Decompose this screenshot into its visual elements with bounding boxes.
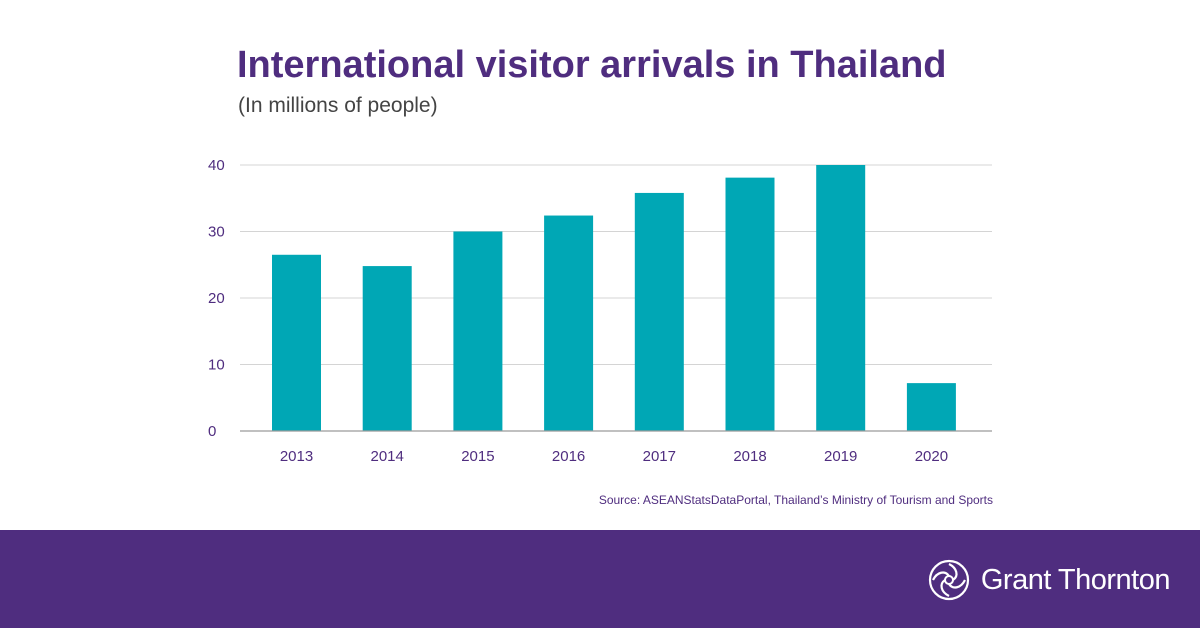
y-tick-label: 0 xyxy=(208,423,216,440)
x-tick-label: 2016 xyxy=(552,448,585,465)
y-tick-label: 40 xyxy=(208,157,225,174)
source-note: Source: ASEANStatsDataPortal, Thailand’s… xyxy=(598,493,993,507)
brand-logo: Grant Thornton xyxy=(927,550,1171,610)
bar-2013 xyxy=(272,254,321,431)
gridlines xyxy=(240,164,992,365)
x-tick-label: 2017 xyxy=(643,448,676,465)
chart-title: International visitor arrivals in Thaila… xyxy=(237,44,947,86)
bar-2017 xyxy=(634,192,684,431)
x-tick-label: 2015 xyxy=(461,448,494,465)
y-tick-label: 10 xyxy=(208,357,225,374)
bar-2020 xyxy=(906,383,956,431)
x-tick-label: 2020 xyxy=(915,448,948,465)
x-tick-label: 2013 xyxy=(280,448,313,465)
bar-2014 xyxy=(362,266,412,431)
bars xyxy=(272,165,956,431)
x-tick-label: 2019 xyxy=(824,448,857,465)
brand-name: Grant Thornton xyxy=(980,563,1171,596)
y-axis-ticks: 0 10 20 30 40 xyxy=(208,157,225,440)
y-tick-label: 30 xyxy=(208,224,225,241)
bar-2019 xyxy=(816,165,866,431)
x-tick-label: 2018 xyxy=(733,448,766,465)
bar-2018 xyxy=(725,177,775,431)
bar-2016 xyxy=(544,215,594,431)
x-tick-label: 2014 xyxy=(371,448,404,465)
y-tick-label: 20 xyxy=(208,290,225,307)
chart-subtitle: (In millions of people) xyxy=(238,94,438,117)
x-axis-ticks: 2013 2014 2015 2016 2017 2018 2019 2020 xyxy=(280,448,948,465)
bar-2015 xyxy=(453,231,503,431)
spiral-swirl-icon xyxy=(928,559,969,601)
footer-band: Grant Thornton xyxy=(0,530,1200,628)
